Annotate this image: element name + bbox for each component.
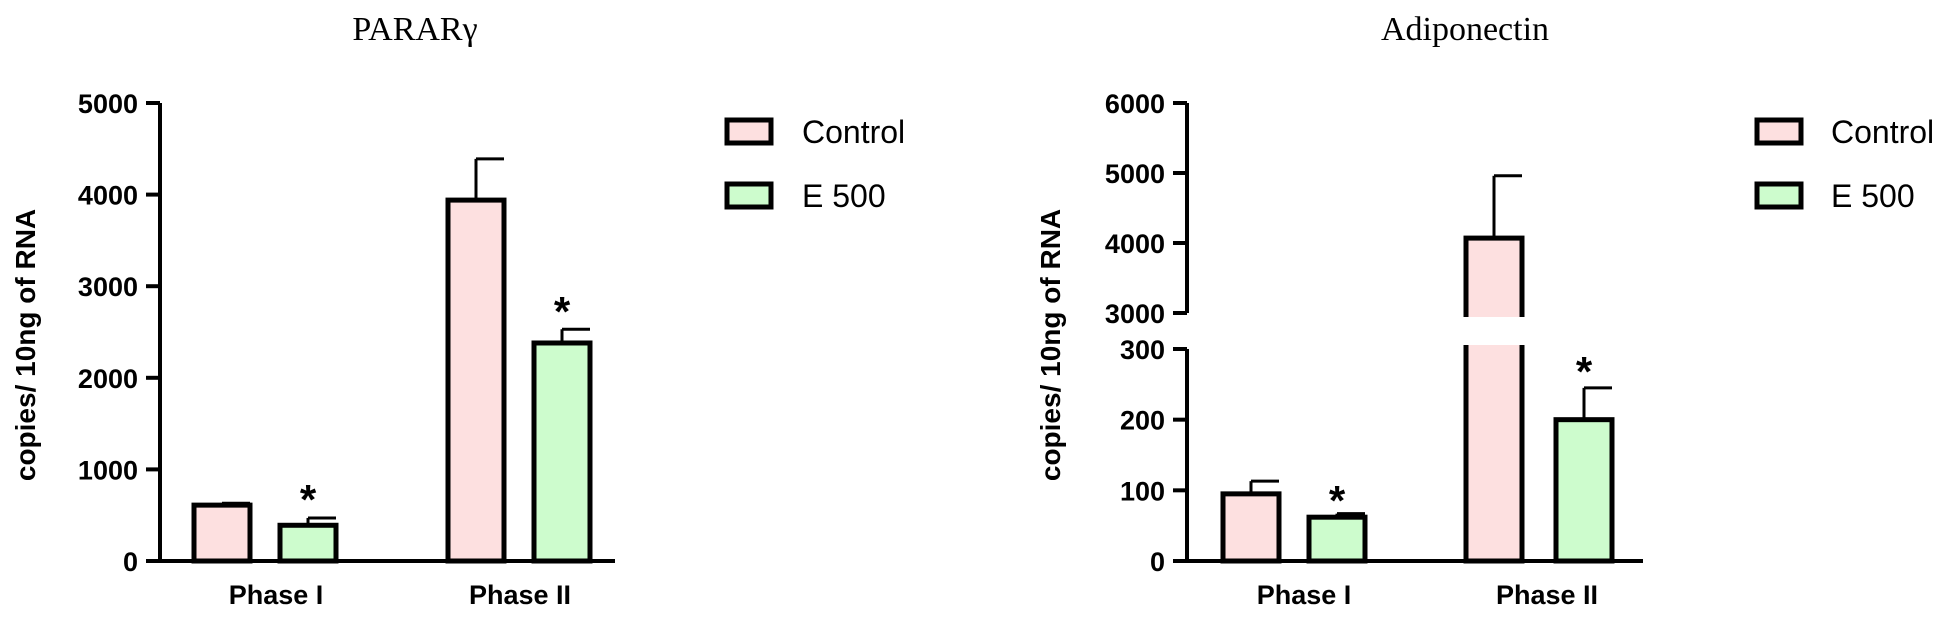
legend-swatch-e500 xyxy=(1754,181,1804,210)
bar-e500-phase-i xyxy=(277,522,339,564)
bar-control-phase-i xyxy=(191,502,253,564)
chart-title: PARARγ xyxy=(352,11,477,48)
bars xyxy=(191,157,593,564)
y-axis-label: copies/ 10ng of RNA xyxy=(1035,209,1066,481)
y-ticks: 0 1000 2000 3000 4000 5000 xyxy=(78,89,160,577)
y-tick-label: 4000 xyxy=(1105,229,1165,259)
legend: Control E 500 xyxy=(724,114,905,214)
x-tick-label: Phase I xyxy=(229,580,324,610)
chart-pararg: PARARγ copies/ 10ng of RNA 0 1000 2000 3… xyxy=(10,11,905,610)
x-tick-label: Phase II xyxy=(469,580,571,610)
y-axis-label: copies/ 10ng of RNA xyxy=(10,209,41,481)
y-tick-label: 4000 xyxy=(78,181,138,211)
y-tick-label: 3000 xyxy=(78,272,138,302)
y-tick-label: 1000 xyxy=(78,455,138,485)
y-tick-label: 3000 xyxy=(1105,299,1165,329)
y-ticks-upper: 3000 4000 5000 6000 xyxy=(1105,89,1187,329)
y-tick-label: 100 xyxy=(1120,476,1165,506)
y-tick-label: 5000 xyxy=(78,89,138,119)
significance-marker-phase-ii: * xyxy=(554,288,571,335)
chart-adiponectin: Adiponectin copies/ 10ng of RNA 3000 400… xyxy=(1035,11,1934,610)
legend-label-control: Control xyxy=(802,114,905,150)
bar-control-phase-i xyxy=(1220,491,1282,564)
legend: Control E 500 xyxy=(1754,114,1934,214)
bar-e500-phase-ii xyxy=(531,340,593,564)
x-tick-label: Phase II xyxy=(1496,580,1598,610)
legend-label-e500: E 500 xyxy=(1831,178,1915,214)
y-tick-label: 0 xyxy=(123,547,138,577)
y-tick-label: 0 xyxy=(1150,547,1165,577)
y-tick-label: 5000 xyxy=(1105,159,1165,189)
legend-swatch-control xyxy=(724,117,774,146)
legend-label-e500: E 500 xyxy=(802,178,886,214)
y-tick-label: 6000 xyxy=(1105,89,1165,119)
axis-break-gap xyxy=(1460,317,1528,345)
legend-label-control: Control xyxy=(1831,114,1934,150)
bar-control-phase-ii xyxy=(1463,235,1525,564)
significance-marker-phase-i: * xyxy=(1329,477,1346,524)
bar-e500-phase-i xyxy=(1306,514,1368,564)
chart-title: Adiponectin xyxy=(1381,11,1549,48)
bar-control-phase-ii xyxy=(445,197,507,564)
y-tick-label: 300 xyxy=(1120,335,1165,365)
bar-e500-phase-ii xyxy=(1553,417,1615,564)
x-tick-label: Phase I xyxy=(1257,580,1352,610)
significance-marker-phase-i: * xyxy=(300,476,317,523)
significance-marker-phase-ii: * xyxy=(1576,348,1593,395)
legend-swatch-control xyxy=(1754,117,1804,146)
y-ticks-lower: 0 100 200 300 xyxy=(1120,335,1187,577)
y-tick-label: 200 xyxy=(1120,406,1165,436)
legend-swatch-e500 xyxy=(724,181,774,210)
bars xyxy=(1220,174,1615,564)
y-tick-label: 2000 xyxy=(78,364,138,394)
